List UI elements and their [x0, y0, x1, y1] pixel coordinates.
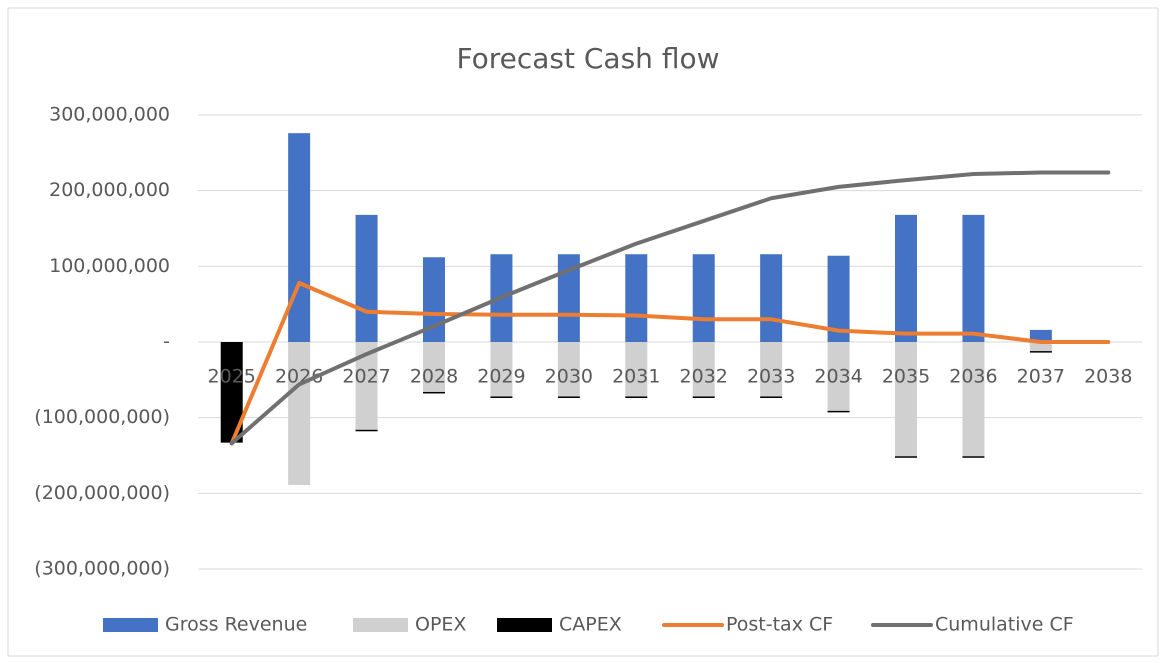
y-tick-label: 300,000,000 [49, 104, 170, 126]
x-tick-label: 2034 [814, 366, 862, 388]
x-tick-label: 2025 [208, 366, 256, 388]
x-tick-label: 2026 [275, 366, 323, 388]
bar [760, 342, 783, 397]
x-tick-label: 2033 [747, 366, 795, 388]
bar [827, 255, 850, 342]
bar [557, 254, 580, 342]
bar [355, 214, 378, 342]
bar [355, 342, 378, 430]
bar [625, 254, 648, 342]
y-tick-label: (200,000,000) [34, 482, 170, 504]
bar [288, 133, 311, 342]
line [229, 170, 1111, 446]
x-tick-label: 2027 [342, 366, 390, 388]
y-tick-label: 100,000,000 [49, 255, 170, 277]
legend-label: CAPEX [559, 614, 622, 636]
line [229, 280, 1111, 446]
bar [490, 342, 513, 397]
y-tick-label: (100,000,000) [34, 406, 170, 428]
x-tick-label: 2038 [1084, 366, 1132, 388]
bar [490, 396, 513, 398]
bar [557, 342, 580, 397]
bar [1029, 342, 1052, 352]
chart-title: Forecast Cash flow [457, 42, 720, 75]
bar [220, 342, 243, 443]
x-tick-label: 2035 [882, 366, 930, 388]
bar [1029, 329, 1052, 342]
legend-label: Gross Revenue [165, 614, 307, 636]
y-tick-label: 200,000,000 [49, 179, 170, 201]
x-tick-label: 2031 [612, 366, 660, 388]
bar [895, 214, 917, 342]
x-tick-label: 2032 [680, 366, 728, 388]
x-tick-label: 2030 [545, 366, 593, 388]
bar [760, 254, 783, 342]
bar [692, 254, 715, 342]
y-tick-label: (300,000,000) [34, 558, 170, 580]
bar [827, 342, 850, 411]
legend-swatch [353, 618, 408, 632]
bar [895, 342, 917, 457]
chart-border [7, 7, 1159, 657]
bar [288, 342, 311, 486]
bar [423, 257, 445, 342]
bar [625, 396, 648, 398]
legend-label: Cumulative CF [935, 614, 1074, 636]
bar [423, 342, 445, 392]
bar [760, 396, 783, 398]
bar [895, 456, 917, 458]
legend-swatch [497, 618, 552, 632]
bar [692, 396, 715, 398]
y-tick-label: - [163, 331, 170, 353]
legend-swatch [103, 618, 158, 632]
bar [962, 456, 985, 458]
x-tick-label: 2029 [477, 366, 525, 388]
x-tick-label: 2037 [1017, 366, 1065, 388]
x-tick-label: 2028 [410, 366, 458, 388]
bar [962, 214, 985, 342]
bar [692, 342, 715, 397]
bar [962, 342, 985, 457]
legend-label: OPEX [415, 614, 466, 636]
bar [355, 429, 378, 432]
legend-label: Post-tax CF [726, 614, 833, 636]
bar [1029, 351, 1052, 353]
bar [423, 391, 445, 394]
bar [625, 342, 648, 397]
bar [557, 396, 580, 398]
x-tick-label: 2036 [949, 366, 997, 388]
bar [827, 410, 850, 413]
